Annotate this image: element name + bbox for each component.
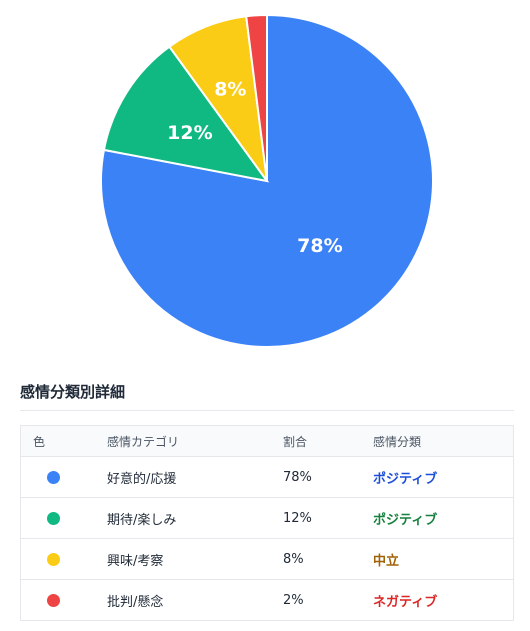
sentiment-badge: ポジティブ	[373, 512, 438, 528]
color-dot	[47, 470, 60, 484]
header-ratio: 割合	[283, 425, 373, 457]
category-cell: 興味/考察	[107, 538, 283, 580]
ratio-cell: 78%	[283, 456, 373, 498]
sentiment-badge: ポジティブ	[373, 471, 438, 487]
table-row: 興味/考察 8% 中立	[20, 538, 514, 580]
table-row: 期待/楽しみ 12% ポジティブ	[20, 497, 514, 539]
category-cell: 好意的/応援	[107, 456, 283, 498]
category-cell: 批判/懸念	[107, 594, 164, 610]
sentiment-badge: ネガティブ	[373, 594, 438, 610]
header-sentiment: 感情分類	[373, 425, 514, 457]
sentiment-pie-chart: 78% 12%8%	[100, 13, 434, 348]
pie-slice	[245, 13, 268, 182]
table-header-row: 色 感情カテゴリ 割合 感情分類	[20, 425, 514, 457]
ratio-cell: 8%	[283, 538, 373, 580]
pie-data-label: 78%	[297, 235, 342, 257]
color-dot	[47, 552, 60, 566]
details-title: 感情分類別詳細	[20, 383, 126, 401]
pie-data-label: 12%	[167, 122, 212, 144]
table-row: 好意的/応援 78% ポジティブ	[20, 456, 514, 498]
category-cell: 期待/楽しみ	[107, 497, 283, 539]
color-dot	[47, 511, 60, 525]
pie-slice	[100, 13, 434, 348]
table-row: 批判/懸念 2% ネガティブ	[21, 580, 514, 621]
header-category: 感情カテゴリ	[107, 425, 283, 457]
title-divider	[20, 410, 514, 411]
pie-data-label: 8%	[214, 78, 246, 100]
ratio-cell: 2%	[283, 592, 304, 608]
ratio-cell: 12%	[283, 497, 373, 539]
pie-slice	[102, 45, 270, 183]
sentiment-badge: 中立	[373, 553, 400, 569]
color-dot	[47, 593, 60, 607]
header-color: 色	[20, 425, 107, 457]
sentiment-details-table: 色 感情カテゴリ 割合 感情分類 好意的/応援 78% ポジティブ 期待/楽しみ…	[20, 425, 514, 621]
